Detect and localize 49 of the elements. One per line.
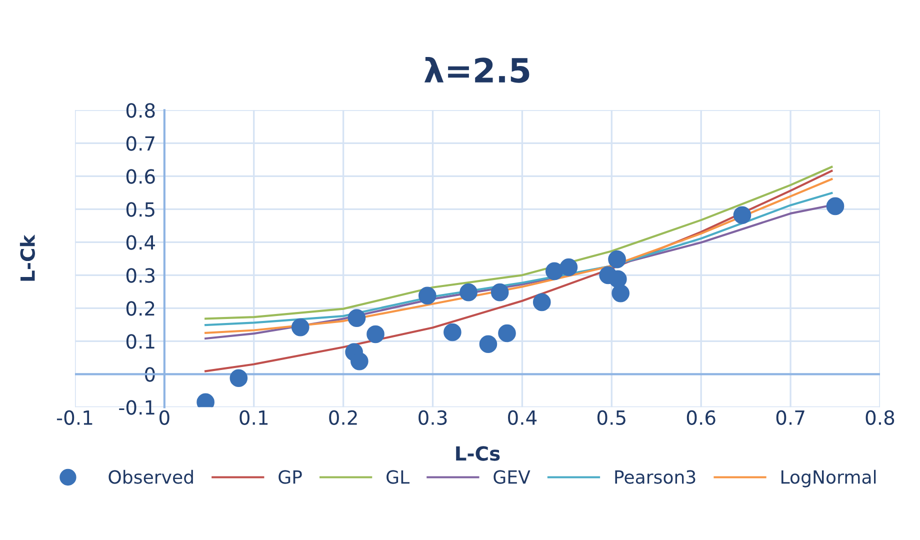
point [490,283,509,302]
x-tick-label: 0.1 [240,410,268,425]
y-tick-label: -0.1 [119,400,154,415]
legend-label: GP [278,470,302,484]
point [560,258,578,276]
point [230,369,248,388]
y-tick-label: 0.8 [126,103,155,118]
x-tick-label: -0.1 [56,410,92,425]
line-series [204,166,833,320]
y-tick-label: 0.2 [126,301,154,316]
point [350,352,368,370]
point [291,318,310,336]
point [479,335,498,354]
x-tick-label: 0.4 [508,410,537,425]
point [498,324,516,342]
y-tick-label: 0.5 [126,202,154,217]
y-tick-label: 0.6 [126,169,155,184]
y-tick-label: 0.1 [126,334,154,349]
point [545,262,564,280]
x-tick-label: 0.5 [597,410,626,425]
legend-label: LogNormal [782,470,876,488]
x-axis-title: L-Cs [456,446,500,461]
y-tick-label: 0.4 [126,235,155,250]
x-tick-label: 0.8 [866,410,894,425]
legend-label: Observed [108,470,193,484]
point [460,283,478,302]
legend-label: GEV [494,470,530,484]
point [532,293,551,312]
x-tick-label: 0 [160,410,170,425]
x-tick-label: 0.7 [776,410,804,425]
point [733,206,752,224]
x-tick-label: 0.3 [418,410,447,425]
chart-title: λ=2.5 [424,57,530,83]
point [444,323,462,342]
point [348,309,366,327]
x-tick-label: 0.2 [329,410,357,425]
x-tick-label: 0.6 [686,410,716,425]
point [418,286,436,305]
y-tick-label: 0.3 [126,268,155,283]
point [366,325,384,344]
legend-label: GL [386,470,410,484]
point [608,250,626,268]
legend-label: Pearson3 [615,470,696,484]
point [826,197,844,216]
line-series [204,170,833,372]
y-tick-label: 0.7 [126,136,154,151]
point [612,284,630,302]
y-axis-title: L-Ck [20,234,35,281]
point [608,270,627,288]
